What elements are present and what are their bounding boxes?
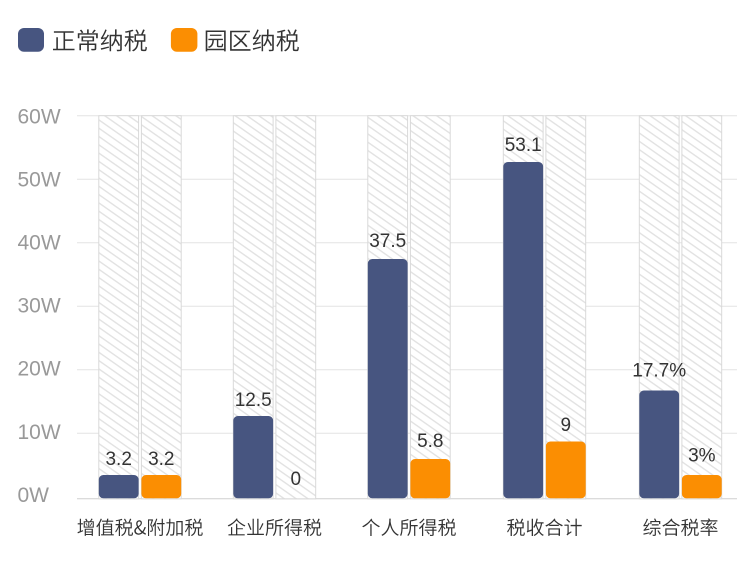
svg-text:3.2: 3.2	[105, 449, 131, 470]
svg-text:0: 0	[291, 469, 302, 490]
svg-text:20W: 20W	[18, 358, 61, 381]
svg-text:9: 9	[561, 415, 572, 436]
svg-text:60W: 60W	[18, 105, 61, 128]
svg-text:50W: 50W	[18, 168, 61, 191]
svg-text:37.5: 37.5	[369, 231, 406, 252]
svg-text:3%: 3%	[688, 446, 716, 467]
svg-text:5.8: 5.8	[417, 431, 443, 452]
svg-text:3.2: 3.2	[148, 449, 174, 470]
svg-text:40W: 40W	[18, 232, 61, 255]
svg-text:10W: 10W	[18, 421, 61, 444]
svg-text:17.7%: 17.7%	[632, 361, 686, 382]
svg-text:30W: 30W	[18, 295, 61, 318]
svg-text:12.5: 12.5	[235, 390, 272, 411]
svg-text:53.1: 53.1	[505, 135, 542, 156]
svg-text:0W: 0W	[18, 484, 50, 507]
